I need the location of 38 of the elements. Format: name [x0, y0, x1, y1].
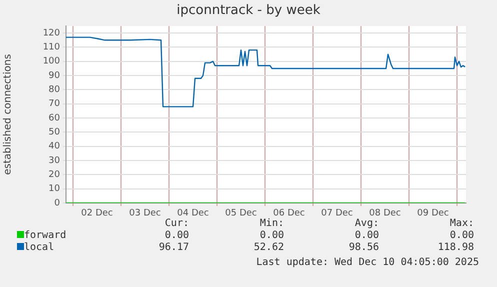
- x-tick-label: 02 Dec: [81, 208, 113, 219]
- x-tick-label: 06 Dec: [273, 208, 305, 219]
- text: 0.00: [448, 230, 474, 242]
- y-tick-label: 70: [48, 99, 60, 110]
- legend-label: local: [24, 242, 56, 254]
- text: 0.00: [258, 230, 284, 242]
- y-tick-label: 120: [42, 28, 60, 38]
- x-tick-label: 07 Dec: [321, 208, 353, 219]
- text: 52.62: [252, 242, 284, 254]
- y-tick-label: 50: [48, 128, 60, 138]
- text: 0.00: [354, 230, 379, 242]
- y-tick-label: 100: [42, 56, 60, 67]
- y-tick-label: 20: [48, 170, 60, 180]
- y-tick-label: 10: [48, 184, 60, 194]
- text: Last update: Wed Dec 10 04:05:00 2025: [256, 257, 479, 268]
- y-tick-label: 80: [48, 85, 60, 96]
- x-tick-label: 04 Dec: [177, 208, 209, 219]
- text: Cur:: [164, 218, 189, 230]
- y-tick-label: 90: [48, 70, 60, 81]
- text: 118.98: [436, 242, 474, 254]
- y-tick-label: 110: [42, 42, 60, 53]
- text: Min:: [258, 218, 284, 230]
- text: 0.00: [164, 230, 189, 242]
- y-axis-title: established connections: [2, 54, 14, 175]
- text: 98.56: [348, 242, 379, 254]
- chart-title: ipconntrack - by week: [176, 3, 322, 18]
- text: 96.17: [158, 242, 189, 254]
- x-tick-label: 08 Dec: [369, 208, 401, 219]
- y-tick-label: 30: [48, 156, 60, 166]
- y-tick-label: 60: [48, 113, 60, 124]
- legend-label: forward: [24, 230, 68, 242]
- y-tick-label: 0: [54, 198, 60, 208]
- x-tick-label: 03 Dec: [129, 208, 161, 219]
- x-tick-label: 09 Dec: [417, 208, 449, 219]
- x-tick-label: 05 Dec: [225, 208, 257, 219]
- y-tick-label: 40: [48, 142, 60, 152]
- text: Max:: [448, 218, 474, 230]
- text: Avg:: [354, 218, 379, 230]
